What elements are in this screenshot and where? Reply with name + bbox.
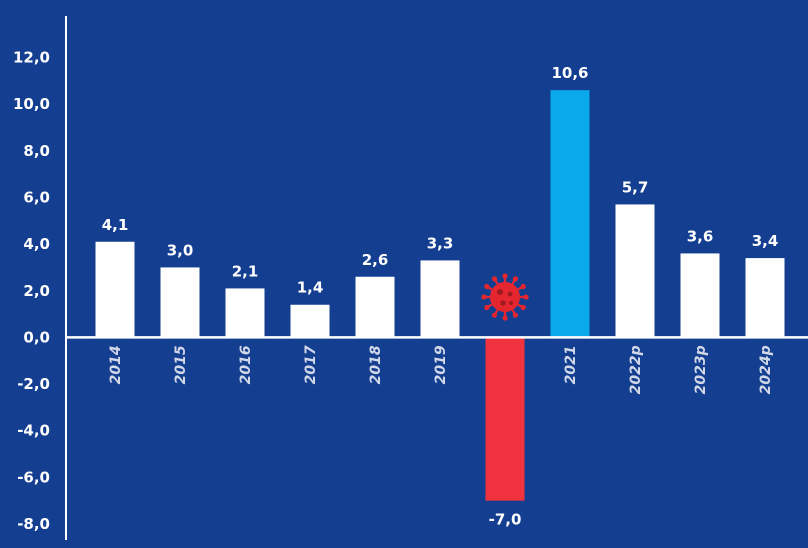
category-labels: 2014 2015 2016 2017 2018 2019 2020 2021 2022p 202…	[108, 345, 774, 394]
value-label-2015: 3,0	[167, 241, 194, 259]
value-label-2022p: 5,7	[622, 178, 649, 196]
value-label-2019: 3,3	[427, 234, 454, 252]
category-label-2019: 2019	[433, 345, 449, 384]
value-label-2020: -7,0	[489, 511, 522, 529]
bar-2022p	[615, 204, 655, 338]
value-label-2024p: 3,4	[752, 232, 779, 250]
bars	[95, 90, 785, 501]
value-label-2014: 4,1	[102, 216, 129, 234]
bar-2014	[95, 241, 135, 338]
y-tick-label: 12,0	[13, 49, 50, 67]
value-label-2018: 2,6	[362, 251, 389, 269]
category-label-2014: 2014	[108, 345, 124, 384]
value-label-2023p: 3,6	[687, 227, 714, 245]
y-tick-label: 2,0	[23, 282, 50, 300]
value-label-2017: 1,4	[297, 279, 324, 297]
y-tick-label: 8,0	[23, 142, 50, 160]
bar-2016	[225, 288, 265, 338]
annotations	[481, 273, 529, 321]
category-label-2016: 2016	[238, 345, 254, 384]
category-label-2015: 2015	[173, 345, 189, 384]
bar-2024p	[745, 258, 785, 338]
bar-2019	[420, 260, 460, 338]
y-tick-label: -2,0	[17, 375, 50, 393]
y-axis: 12,0 10,0 8,0 6,0 4,0 2,0 0,0 -2,0 -4,0 -6,0 -8,0	[13, 16, 67, 540]
value-label-2021: 10,6	[551, 64, 588, 82]
y-tick-label: 10,0	[13, 95, 50, 113]
y-tick-label: -4,0	[17, 422, 50, 440]
category-label-2023p: 2023p	[693, 345, 709, 394]
y-tick-label: -6,0	[17, 468, 50, 486]
bar-2015	[160, 267, 200, 338]
data-labels: 4,1 3,0 2,1 1,4 2,6 3,3 -7,0 10,6 5,7 3,6 3,4	[102, 64, 779, 529]
virus-icon	[481, 273, 529, 321]
value-label-2016: 2,1	[232, 262, 259, 280]
y-tick-label: 4,0	[23, 235, 50, 253]
bar-2020	[485, 337, 525, 501]
bar-2021	[550, 90, 590, 338]
y-tick-label: 0,0	[23, 328, 50, 346]
category-label-2017: 2017	[303, 345, 319, 384]
bar-2023p	[680, 253, 720, 338]
bar-2017	[290, 304, 330, 338]
category-label-2018: 2018	[368, 345, 384, 384]
category-label-2024p: 2024p	[758, 345, 774, 394]
bar-2018	[355, 276, 395, 338]
category-label-2020: 2020	[498, 345, 514, 384]
category-label-2021: 2021	[563, 345, 579, 384]
category-label-2022p: 2022p	[628, 345, 644, 394]
y-tick-label: 6,0	[23, 188, 50, 206]
y-tick-label: -8,0	[17, 515, 50, 533]
